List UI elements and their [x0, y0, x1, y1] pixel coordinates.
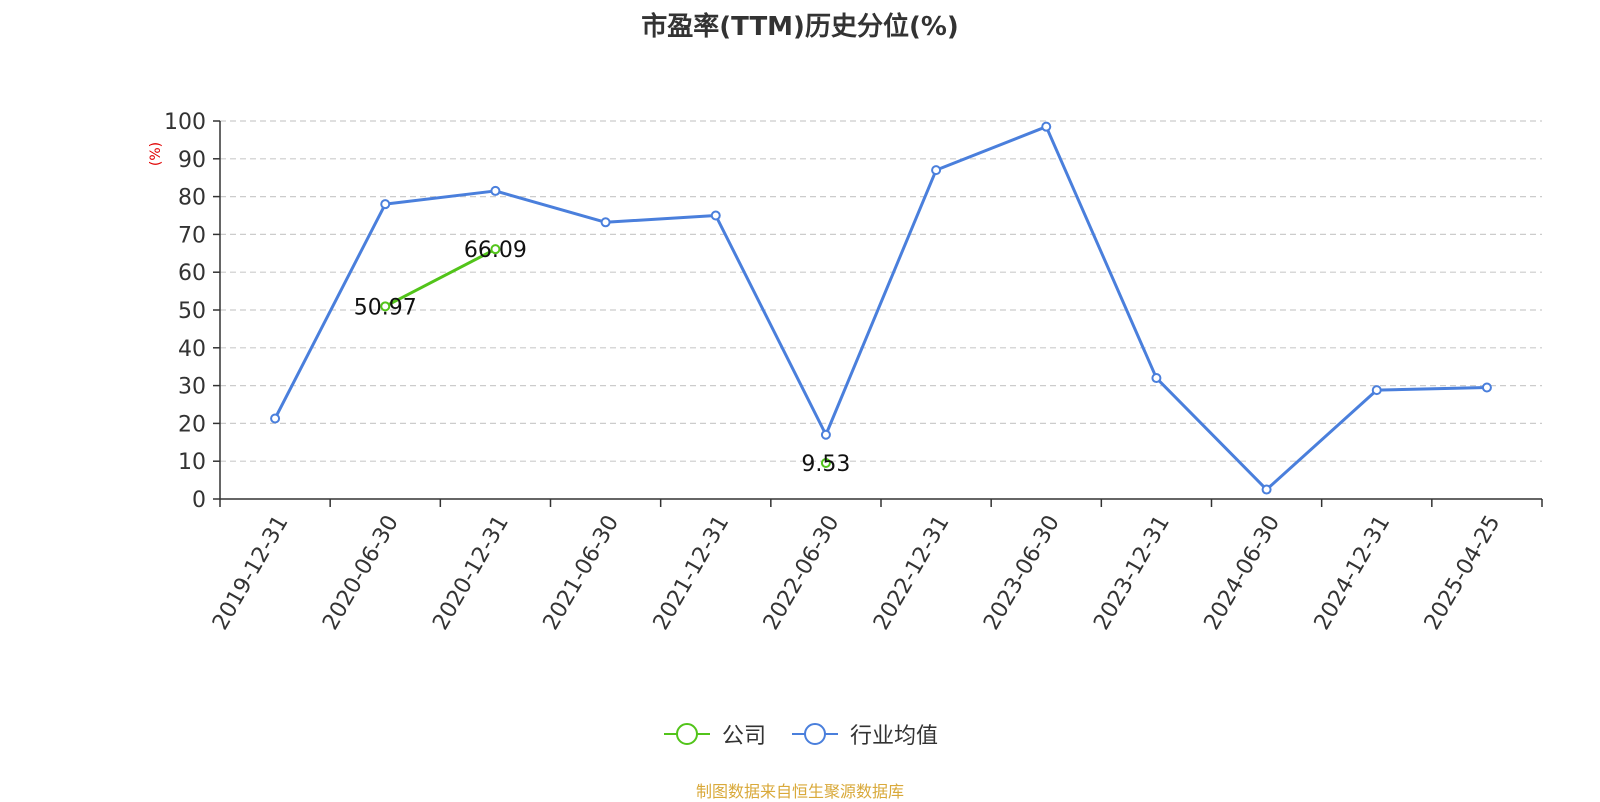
y-tick-label: 40: [178, 337, 206, 362]
y-tick-label: 20: [178, 412, 206, 437]
data-label: 50.97: [354, 295, 417, 320]
y-tick-label: 70: [178, 223, 206, 248]
x-tick-label: 2025-04-25: [1420, 511, 1506, 634]
data-point: [710, 210, 721, 221]
legend-item[interactable]: 行业均值: [790, 718, 938, 750]
legend-marker-icon: [792, 723, 838, 745]
x-axis: 2019-12-31 2020-06-30 2020-12-31 2021-06-30…: [208, 498, 1543, 634]
data-point: [270, 413, 281, 424]
x-tick-label: 2020-12-31: [428, 511, 514, 634]
legend-label: 公司: [721, 724, 766, 749]
legend-marker-icon: [663, 723, 710, 745]
series-line: [385, 249, 826, 463]
y-tick-label: 60: [178, 261, 206, 286]
grid-lines: [220, 120, 1542, 462]
series-line: [273, 125, 1487, 492]
source-note: 制图数据来自恒生聚源数据库: [695, 782, 904, 801]
x-tick-label: 2020-06-30: [318, 511, 404, 634]
legend: 公司 行业均值: [0, 718, 1600, 750]
x-tick-label: 2022-12-31: [869, 511, 955, 634]
x-tick-label: 2021-12-31: [649, 511, 735, 634]
y-tick-label: 30: [178, 375, 206, 400]
data-label: 9.53: [801, 452, 850, 477]
data-point: [1041, 121, 1052, 132]
x-tick-label: 2024-12-31: [1310, 511, 1396, 634]
x-tick-label: 2022-06-30: [759, 511, 845, 634]
data-point: [1481, 382, 1492, 393]
x-tick-label: 2024-06-30: [1200, 511, 1286, 634]
data-point: [1261, 484, 1272, 495]
legend-item[interactable]: 公司: [662, 718, 766, 750]
y-tick-label: 50: [178, 299, 206, 324]
y-tick-label: 10: [178, 450, 206, 475]
y-tick-label: 0: [192, 488, 206, 513]
data-point: [1151, 373, 1162, 384]
data-point: [380, 199, 391, 210]
x-tick-label: 2021-06-30: [539, 511, 625, 634]
data-point: [820, 457, 831, 468]
legend-label: 行业均值: [850, 724, 939, 749]
data-point: [490, 244, 501, 255]
data-point: [490, 185, 501, 196]
data-point: [1371, 385, 1382, 396]
data-labels: 50.97 66.09 9.53: [354, 238, 851, 477]
y-axis-label: (%): [148, 142, 164, 166]
x-tick-label: 2023-06-30: [979, 511, 1065, 634]
x-tick-label: 2023-12-31: [1089, 511, 1175, 634]
chart-title: 市盈率(TTM)历史分位(%): [641, 12, 959, 42]
data-point: [600, 217, 611, 228]
y-tick-label: 90: [178, 148, 206, 173]
series-layer: [270, 121, 1492, 495]
data-label: 66.09: [464, 238, 527, 263]
x-tick-label: 2019-12-31: [208, 511, 294, 634]
y-tick-label: 100: [164, 110, 206, 135]
y-axis: 0 10 20 30 40 50 60 70 80 90 100: [164, 110, 221, 513]
data-point: [380, 301, 391, 312]
data-point: [931, 165, 942, 176]
data-point: [820, 429, 831, 440]
y-tick-label: 80: [178, 186, 206, 211]
